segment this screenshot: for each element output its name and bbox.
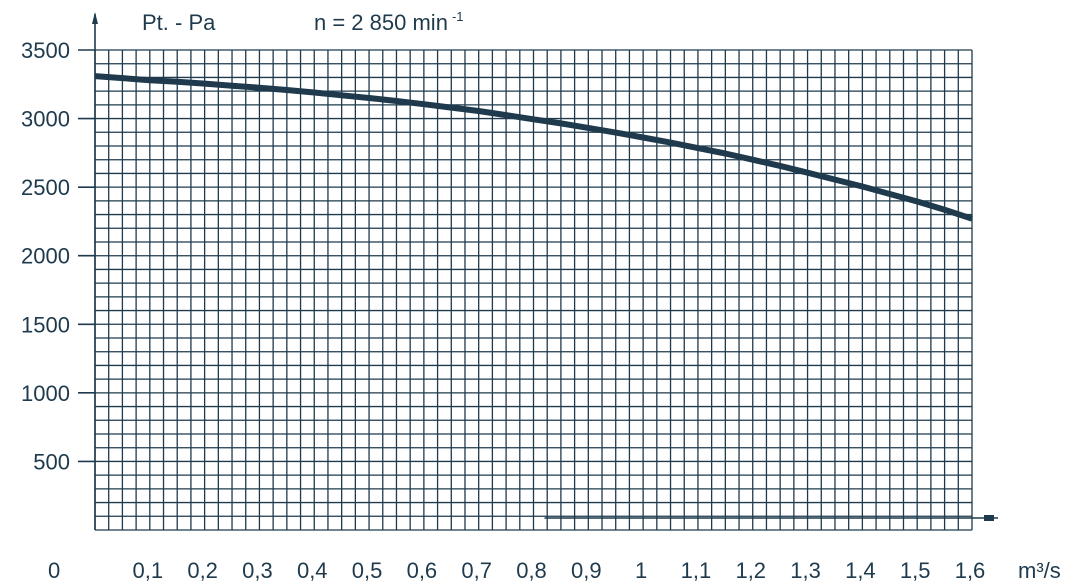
y-tick-label: 500 (33, 449, 70, 474)
chart-axes (92, 12, 998, 530)
origin-label: 0 (48, 558, 60, 583)
speed-label-text: n = 2 850 min (314, 10, 448, 35)
x-tick-label: 0,5 (352, 558, 383, 583)
y-tick-label: 1500 (21, 312, 70, 337)
x-tick-label: 1,4 (845, 558, 876, 583)
x-tick-label: 1,2 (735, 558, 766, 583)
x-tick-label: 1,1 (681, 558, 712, 583)
x-tick-label: 1,3 (790, 558, 821, 583)
x-tick-label: 0,9 (571, 558, 602, 583)
x-axis-arrow (984, 515, 994, 521)
y-tick-label: 3500 (21, 38, 70, 63)
y-axis-arrow (92, 12, 98, 24)
x-tick-label: 0,8 (516, 558, 547, 583)
speed-label: n = 2 850 min -1 (314, 9, 464, 35)
x-tick-label: 1 (635, 558, 647, 583)
x-axis-label: m³/s (1018, 558, 1061, 583)
y-tick-label: 2500 (21, 175, 70, 200)
x-tick-label: 1,6 (955, 558, 986, 583)
speed-label-exponent: -1 (452, 9, 464, 24)
x-tick-labels: 0,1 0,2 0,3 0,4 0,5 0,6 0,7 0,8 0,9 1 1,1 1,2 1,3 1,4… (133, 558, 986, 583)
x-tick-label: 0,4 (297, 558, 328, 583)
x-tick-label: 0,2 (187, 558, 218, 583)
x-tick-label: 0,1 (133, 558, 164, 583)
y-tick-label: 3000 (21, 107, 70, 132)
chart-grid (94, 49, 973, 531)
series-line (94, 73, 973, 222)
y-axis-label: Pt. - Pa (142, 10, 216, 35)
x-tick-label: 1,5 (900, 558, 931, 583)
y-tick-labels: 500 1000 1500 2000 2500 3000 3500 (21, 38, 95, 474)
y-tick-label: 2000 (21, 244, 70, 269)
chart-series (94, 73, 973, 222)
x-tick-label: 0,7 (461, 558, 492, 583)
y-tick-label: 1000 (21, 381, 70, 406)
x-tick-label: 0,6 (407, 558, 438, 583)
x-tick-label: 0,3 (242, 558, 273, 583)
